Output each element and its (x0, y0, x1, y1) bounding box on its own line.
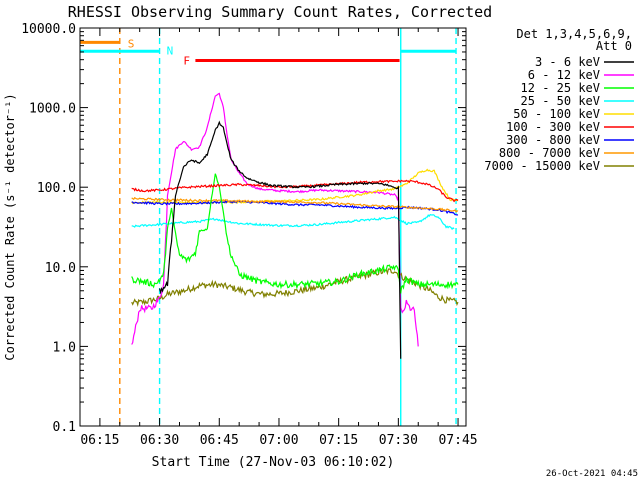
legend-entry-label: 3 - 6 keV (535, 55, 600, 69)
series-line (131, 168, 458, 205)
x-tick-label: 06:15 (80, 433, 119, 448)
series-line (131, 268, 459, 308)
series-line (131, 196, 459, 213)
series-line (131, 214, 455, 231)
plot-frame (79, 27, 467, 427)
event-bar-label: N (167, 44, 174, 57)
legend-entry-label: 25 - 50 keV (521, 94, 600, 108)
x-axis-label: Start Time (27-Nov-03 06:10:02) (152, 455, 395, 470)
chart-title: RHESSI Observing Summary Count Rates, Co… (68, 3, 492, 21)
legend-entry-label: 7000 - 15000 keV (484, 159, 600, 173)
x-tick-label: 06:30 (140, 433, 179, 448)
legend-entry-label: 300 - 800 keV (506, 133, 600, 147)
y-tick-label: 10000.0 (21, 22, 76, 37)
legend-entry-label: 6 - 12 keV (528, 68, 600, 82)
event-bar-label: F (183, 55, 190, 68)
legend-entry-label: 800 - 7000 keV (499, 146, 600, 160)
event-bar-label: S (128, 37, 135, 50)
series-line (131, 179, 459, 203)
y-tick-label: 100.0 (37, 181, 76, 196)
x-tick-label: 07:15 (319, 433, 358, 448)
y-tick-label: 10.0 (45, 261, 76, 276)
legend-entry-label: 100 - 300 keV (506, 120, 600, 134)
y-tick-label: 0.1 (53, 420, 76, 435)
x-tick-label: 06:45 (200, 433, 239, 448)
y-tick-label: 1.0 (53, 340, 76, 355)
legend-entry-label: 12 - 25 keV (521, 81, 600, 95)
legend-entry-label: 50 - 100 keV (513, 107, 600, 121)
series-line (159, 120, 402, 359)
x-tick-label: 07:00 (259, 433, 298, 448)
x-tick-label: 07:45 (438, 433, 477, 448)
legend-header: Det 1,3,4,5,6,9, (516, 27, 632, 41)
legend-header: Att 0 (596, 39, 632, 53)
series-line (131, 173, 459, 294)
y-tick-label: 1000.0 (29, 102, 76, 117)
y-axis-label: Corrected Count Rate (s⁻¹ detector⁻¹) (3, 93, 17, 360)
footer-date: 26-Oct-2021 04:45 (546, 469, 638, 479)
x-tick-label: 07:30 (379, 433, 418, 448)
